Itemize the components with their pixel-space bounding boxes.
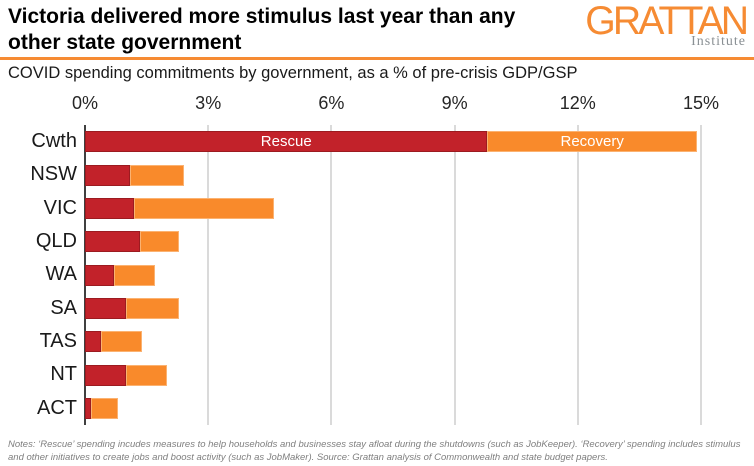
grattan-logo: GRATTAN Institute	[582, 0, 749, 50]
category-label: NT	[50, 363, 77, 386]
x-axis-tick-label: 6%	[318, 93, 345, 113]
gridline	[700, 125, 702, 425]
gridline	[207, 125, 210, 425]
rescue-segment	[85, 397, 92, 419]
chart-title-line2: other state government	[8, 31, 242, 54]
chart-subtitle: COVID spending commitments by government…	[8, 64, 578, 82]
bar-row	[85, 231, 180, 253]
category-label: VIC	[43, 196, 77, 219]
gridline	[576, 125, 579, 425]
x-axis-tick-label: 12%	[559, 93, 596, 113]
category-label: ACT	[37, 396, 77, 419]
rescue-segment	[85, 331, 102, 353]
x-axis-tick-label: 9%	[441, 93, 468, 113]
rescue-segment: Rescue	[85, 131, 488, 153]
rescue-segment	[85, 297, 127, 319]
rescue-segment	[85, 197, 135, 219]
gridline	[330, 125, 333, 425]
recovery-segment	[134, 197, 274, 219]
bar-row	[85, 264, 155, 286]
grattan-logo-wordmark: GRATTAN	[585, 0, 749, 43]
rescue-segment	[85, 164, 131, 186]
bar-row: Rescue Recovery	[85, 131, 697, 153]
bar-row	[85, 297, 180, 319]
recovery-segment	[91, 397, 118, 419]
orange-divider-rule	[0, 57, 754, 60]
bar-row	[85, 197, 274, 219]
category-label: QLD	[35, 230, 77, 253]
bar-row	[85, 164, 184, 186]
category-label: SA	[50, 296, 77, 319]
grattan-logo-institute: Institute	[691, 34, 746, 49]
recovery-segment	[113, 264, 155, 286]
recovery-segment: Recovery	[487, 131, 697, 153]
category-label: NSW	[30, 163, 77, 186]
category-label: WA	[45, 263, 77, 286]
category-label: Cwth	[31, 130, 77, 153]
recovery-series-label: Recovery	[560, 133, 624, 151]
bar-row	[85, 364, 168, 386]
x-axis-tick-label: 15%	[682, 93, 720, 113]
gridline	[453, 125, 456, 425]
rescue-segment	[85, 364, 127, 386]
x-axis-tick-label: 0%	[71, 93, 99, 113]
recovery-segment	[130, 164, 184, 186]
recovery-segment	[126, 297, 180, 319]
category-label: TAS	[39, 330, 77, 353]
recovery-segment	[101, 331, 143, 353]
chart-title-line1: Victoria delivered more stimulus last ye…	[8, 5, 516, 28]
rescue-segment	[85, 264, 114, 286]
bar-row	[85, 331, 143, 353]
recovery-segment	[126, 364, 168, 386]
bar-row	[85, 397, 118, 419]
chart-title: Victoria delivered more stimulus last ye…	[8, 4, 588, 56]
x-axis-tick-label: 3%	[195, 93, 222, 113]
rescue-segment	[85, 231, 141, 253]
rescue-series-label: Rescue	[260, 133, 312, 151]
chart-notes: Notes: ‘Rescue’ spending incudes measure…	[8, 439, 741, 463]
recovery-segment	[140, 231, 180, 253]
